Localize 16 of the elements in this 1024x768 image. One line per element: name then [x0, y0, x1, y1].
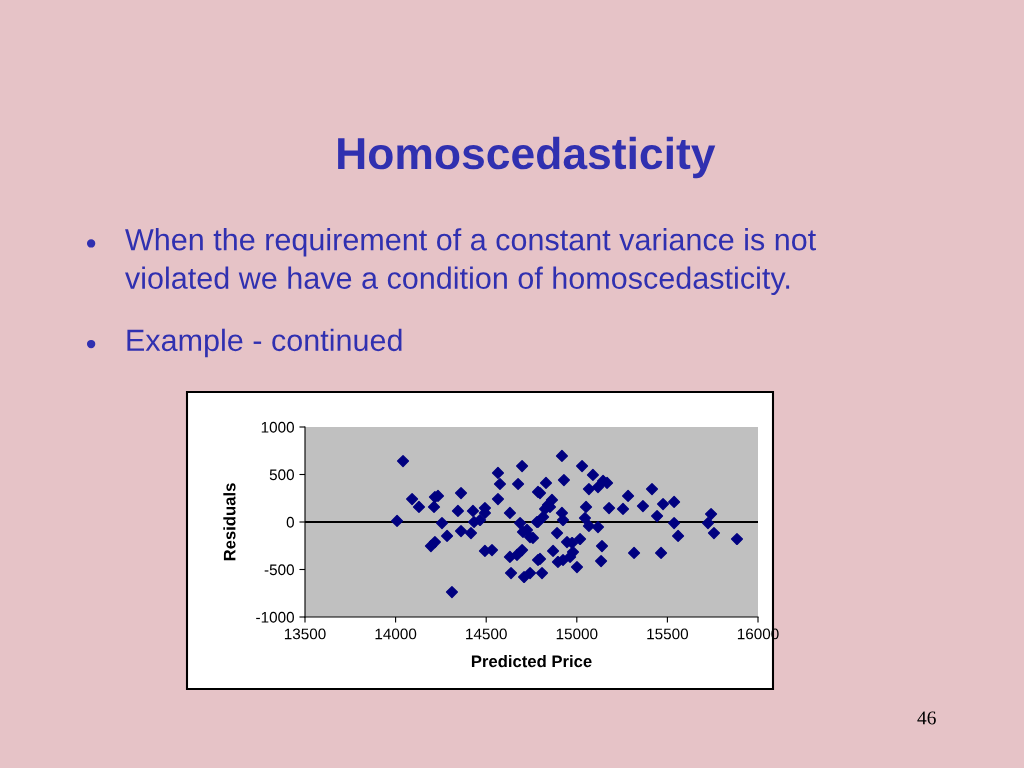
y-axis-title: Residuals	[223, 483, 236, 561]
y-tick-label: -500	[264, 564, 294, 576]
x-tick-label: 14500	[466, 628, 507, 640]
y-tick-label: -1000	[256, 611, 294, 623]
x-tick-label: 15500	[647, 628, 689, 640]
text: When the requirement of a constant variance is not violated we have a condition of homoscedasticity.	[125, 228, 816, 296]
x-tick-label: 15000	[556, 628, 598, 640]
y-tick-label: 1000	[261, 421, 294, 433]
y-tick-label: 0	[286, 516, 294, 528]
x-axis-title: Predicted Price	[471, 655, 592, 668]
x-tick-label: 14000	[375, 628, 417, 640]
x-tick-label: 13500	[284, 628, 326, 640]
text: 46	[917, 711, 936, 725]
y-tick-label: 500	[269, 469, 294, 481]
text: Example - continued	[127, 328, 402, 358]
chart-title: Homoscedasticity	[338, 136, 716, 179]
